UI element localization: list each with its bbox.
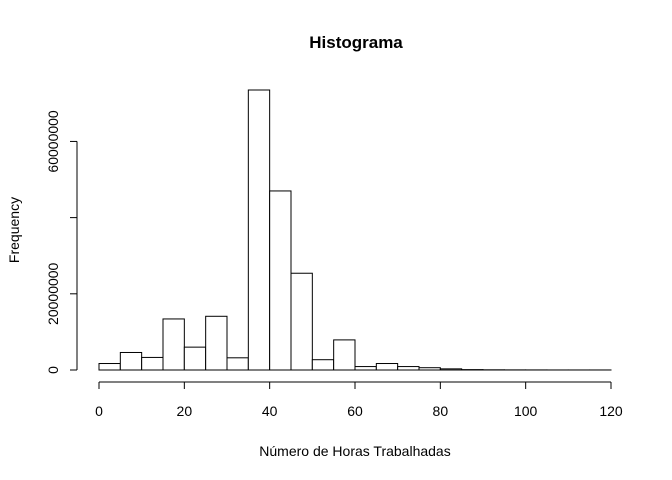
histogram-bar-2 [141,356,164,371]
histogram-bar-7 [247,89,271,371]
y-tick-label-1: 20000000 [45,262,61,325]
histogram-bar-13 [375,363,399,371]
x-tick-label-1: 20 [177,403,193,419]
histogram-bar-16 [439,368,463,371]
x-tick-label-3: 60 [347,403,363,419]
histogram-bar-8 [269,190,292,371]
histogram-bar-10 [311,359,335,371]
histogram-bar-1 [119,351,143,371]
histogram-bar-3 [162,318,185,371]
chart-title: Histograma [309,33,403,52]
x-tick-label-6: 120 [599,403,623,419]
histogram-bar-6 [226,357,249,371]
histogram-bar-4 [183,346,207,371]
y-axis: 0 20000000 60000000 [45,110,78,374]
histogram-bar-15 [418,367,441,371]
x-axis: 0 20 40 60 80 100 120 [95,381,623,419]
histogram-bar-5 [205,315,228,371]
x-tick-label-0: 0 [95,403,103,419]
x-tick-label-2: 40 [262,403,278,419]
histogram-bar-9 [290,272,313,371]
y-tick-label-0: 0 [45,366,61,374]
histogram-bar-0 [98,363,121,371]
histogram-bar-12 [354,366,377,371]
y-axis-label: Frequency [6,197,22,263]
x-tick-label-4: 80 [433,403,449,419]
bars-group [98,89,612,371]
x-axis-label: Número de Horas Trabalhadas [259,443,450,459]
histogram-bar-14 [397,366,420,371]
y-tick-label-3: 60000000 [45,110,61,173]
histogram-bar-11 [333,339,356,371]
x-tick-label-5: 100 [514,403,538,419]
